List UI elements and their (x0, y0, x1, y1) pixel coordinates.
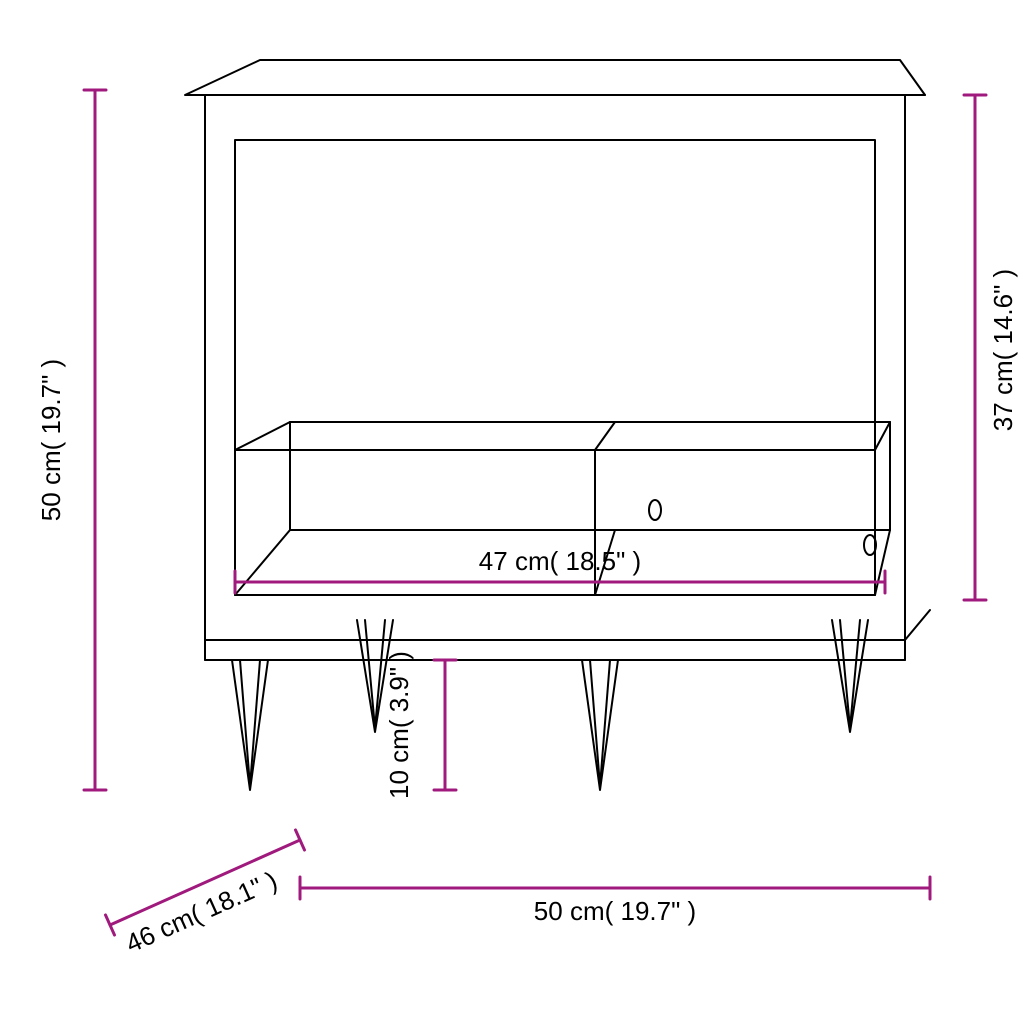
svg-text:46 cm( 18.1" ): 46 cm( 18.1" ) (121, 865, 281, 959)
svg-text:10 cm( 3.9" ): 10 cm( 3.9" ) (384, 651, 414, 799)
svg-text:47 cm( 18.5" ): 47 cm( 18.5" ) (479, 546, 641, 576)
svg-text:50 cm( 19.7" ): 50 cm( 19.7" ) (534, 896, 696, 926)
svg-text:50 cm( 19.7" ): 50 cm( 19.7" ) (36, 359, 66, 521)
svg-text:37 cm( 14.6" ): 37 cm( 14.6" ) (988, 269, 1018, 431)
